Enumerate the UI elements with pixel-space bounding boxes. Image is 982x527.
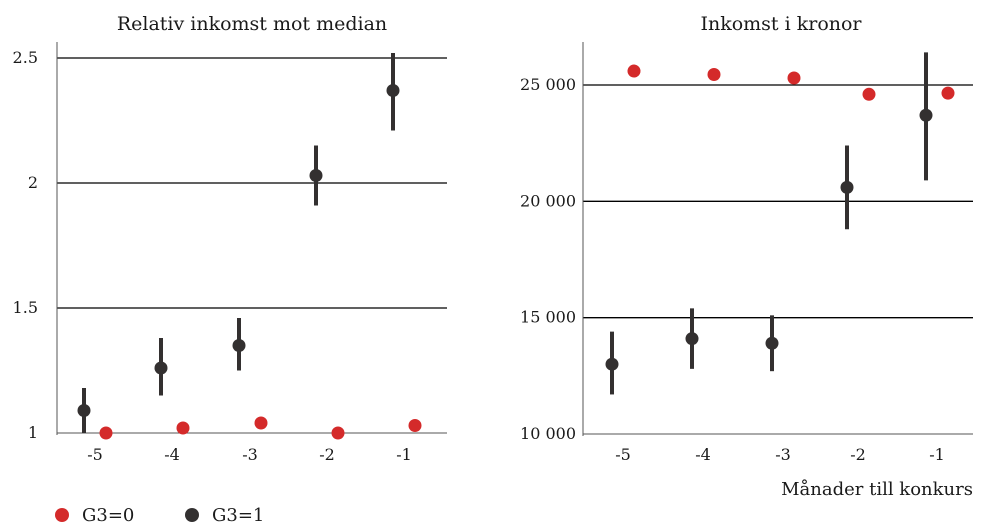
x-tick-label: -2 [319, 445, 335, 464]
legend: G3=0 G3=1 [55, 505, 264, 526]
data-point [787, 71, 801, 85]
y-tick-label: 1 [28, 423, 38, 442]
y-tick-labels: 1 1.5 2 2.5 [13, 48, 38, 442]
chart-title: Inkomst i kronor [700, 13, 862, 35]
chart-relative-income: Relativ inkomst mot median 1 1.5 2 2.5 -5 -4… [13, 13, 447, 464]
data-point [386, 84, 400, 97]
y-tick-label: 1.5 [13, 298, 38, 317]
data-point [232, 339, 246, 352]
data-point [254, 416, 268, 430]
grid-lines [583, 84, 973, 319]
data-point [765, 336, 779, 350]
y-tick-label: 15 000 [520, 308, 576, 327]
x-tick-label: -3 [775, 445, 791, 464]
data-point [331, 426, 345, 440]
y-tick-label: 2.5 [13, 48, 38, 67]
data-point [176, 421, 190, 435]
x-tick-label: -4 [695, 445, 711, 464]
x-tick-label: -1 [929, 445, 945, 464]
data-point [919, 108, 933, 122]
x-tick-label: -2 [850, 445, 866, 464]
data-point [707, 68, 721, 82]
x-tick-labels: -5 -4 -3 -2 -1 [615, 445, 945, 464]
x-tick-label: -1 [396, 445, 412, 464]
data-point [309, 169, 323, 182]
y-tick-label: 20 000 [520, 191, 576, 210]
y-tick-label: 10 000 [520, 424, 576, 443]
legend-swatch-g3-1 [185, 508, 199, 522]
data-point [408, 419, 422, 432]
chart-income-kronor: Inkomst i kronor 10 000 15 000 20 000 25 00… [520, 13, 973, 500]
legend-item-g3-0: G3=0 [55, 505, 134, 526]
x-tick-label: -4 [164, 445, 180, 464]
data-point [154, 361, 168, 375]
legend-swatch-g3-0 [55, 508, 69, 522]
data-point [77, 404, 91, 417]
data-point [862, 87, 876, 101]
x-tick-labels: -5 -4 -3 -2 -1 [87, 445, 412, 464]
y-tick-label: 2 [28, 173, 38, 192]
axes [56, 42, 447, 435]
chart-title: Relativ inkomst mot median [117, 13, 387, 35]
x-tick-label: -3 [242, 445, 258, 464]
y-tick-labels: 10 000 15 000 20 000 25 000 [520, 75, 576, 443]
data-point [685, 332, 699, 346]
data-point [627, 64, 641, 78]
legend-label-g3-1: G3=1 [212, 505, 264, 526]
data-point [605, 357, 619, 371]
legend-item-g3-1: G3=1 [185, 505, 264, 526]
x-tick-label: -5 [87, 445, 103, 464]
data-point [941, 86, 955, 100]
axes [582, 42, 973, 436]
legend-label-g3-0: G3=0 [82, 505, 134, 526]
y-tick-label: 25 000 [520, 75, 576, 94]
data-point [840, 180, 854, 194]
x-tick-label: -5 [615, 445, 631, 464]
data-point [99, 426, 113, 440]
grid-lines [57, 57, 447, 309]
data-marks [77, 53, 422, 440]
x-axis-label: Månader till konkurs [781, 478, 973, 500]
data-marks [605, 52, 955, 395]
